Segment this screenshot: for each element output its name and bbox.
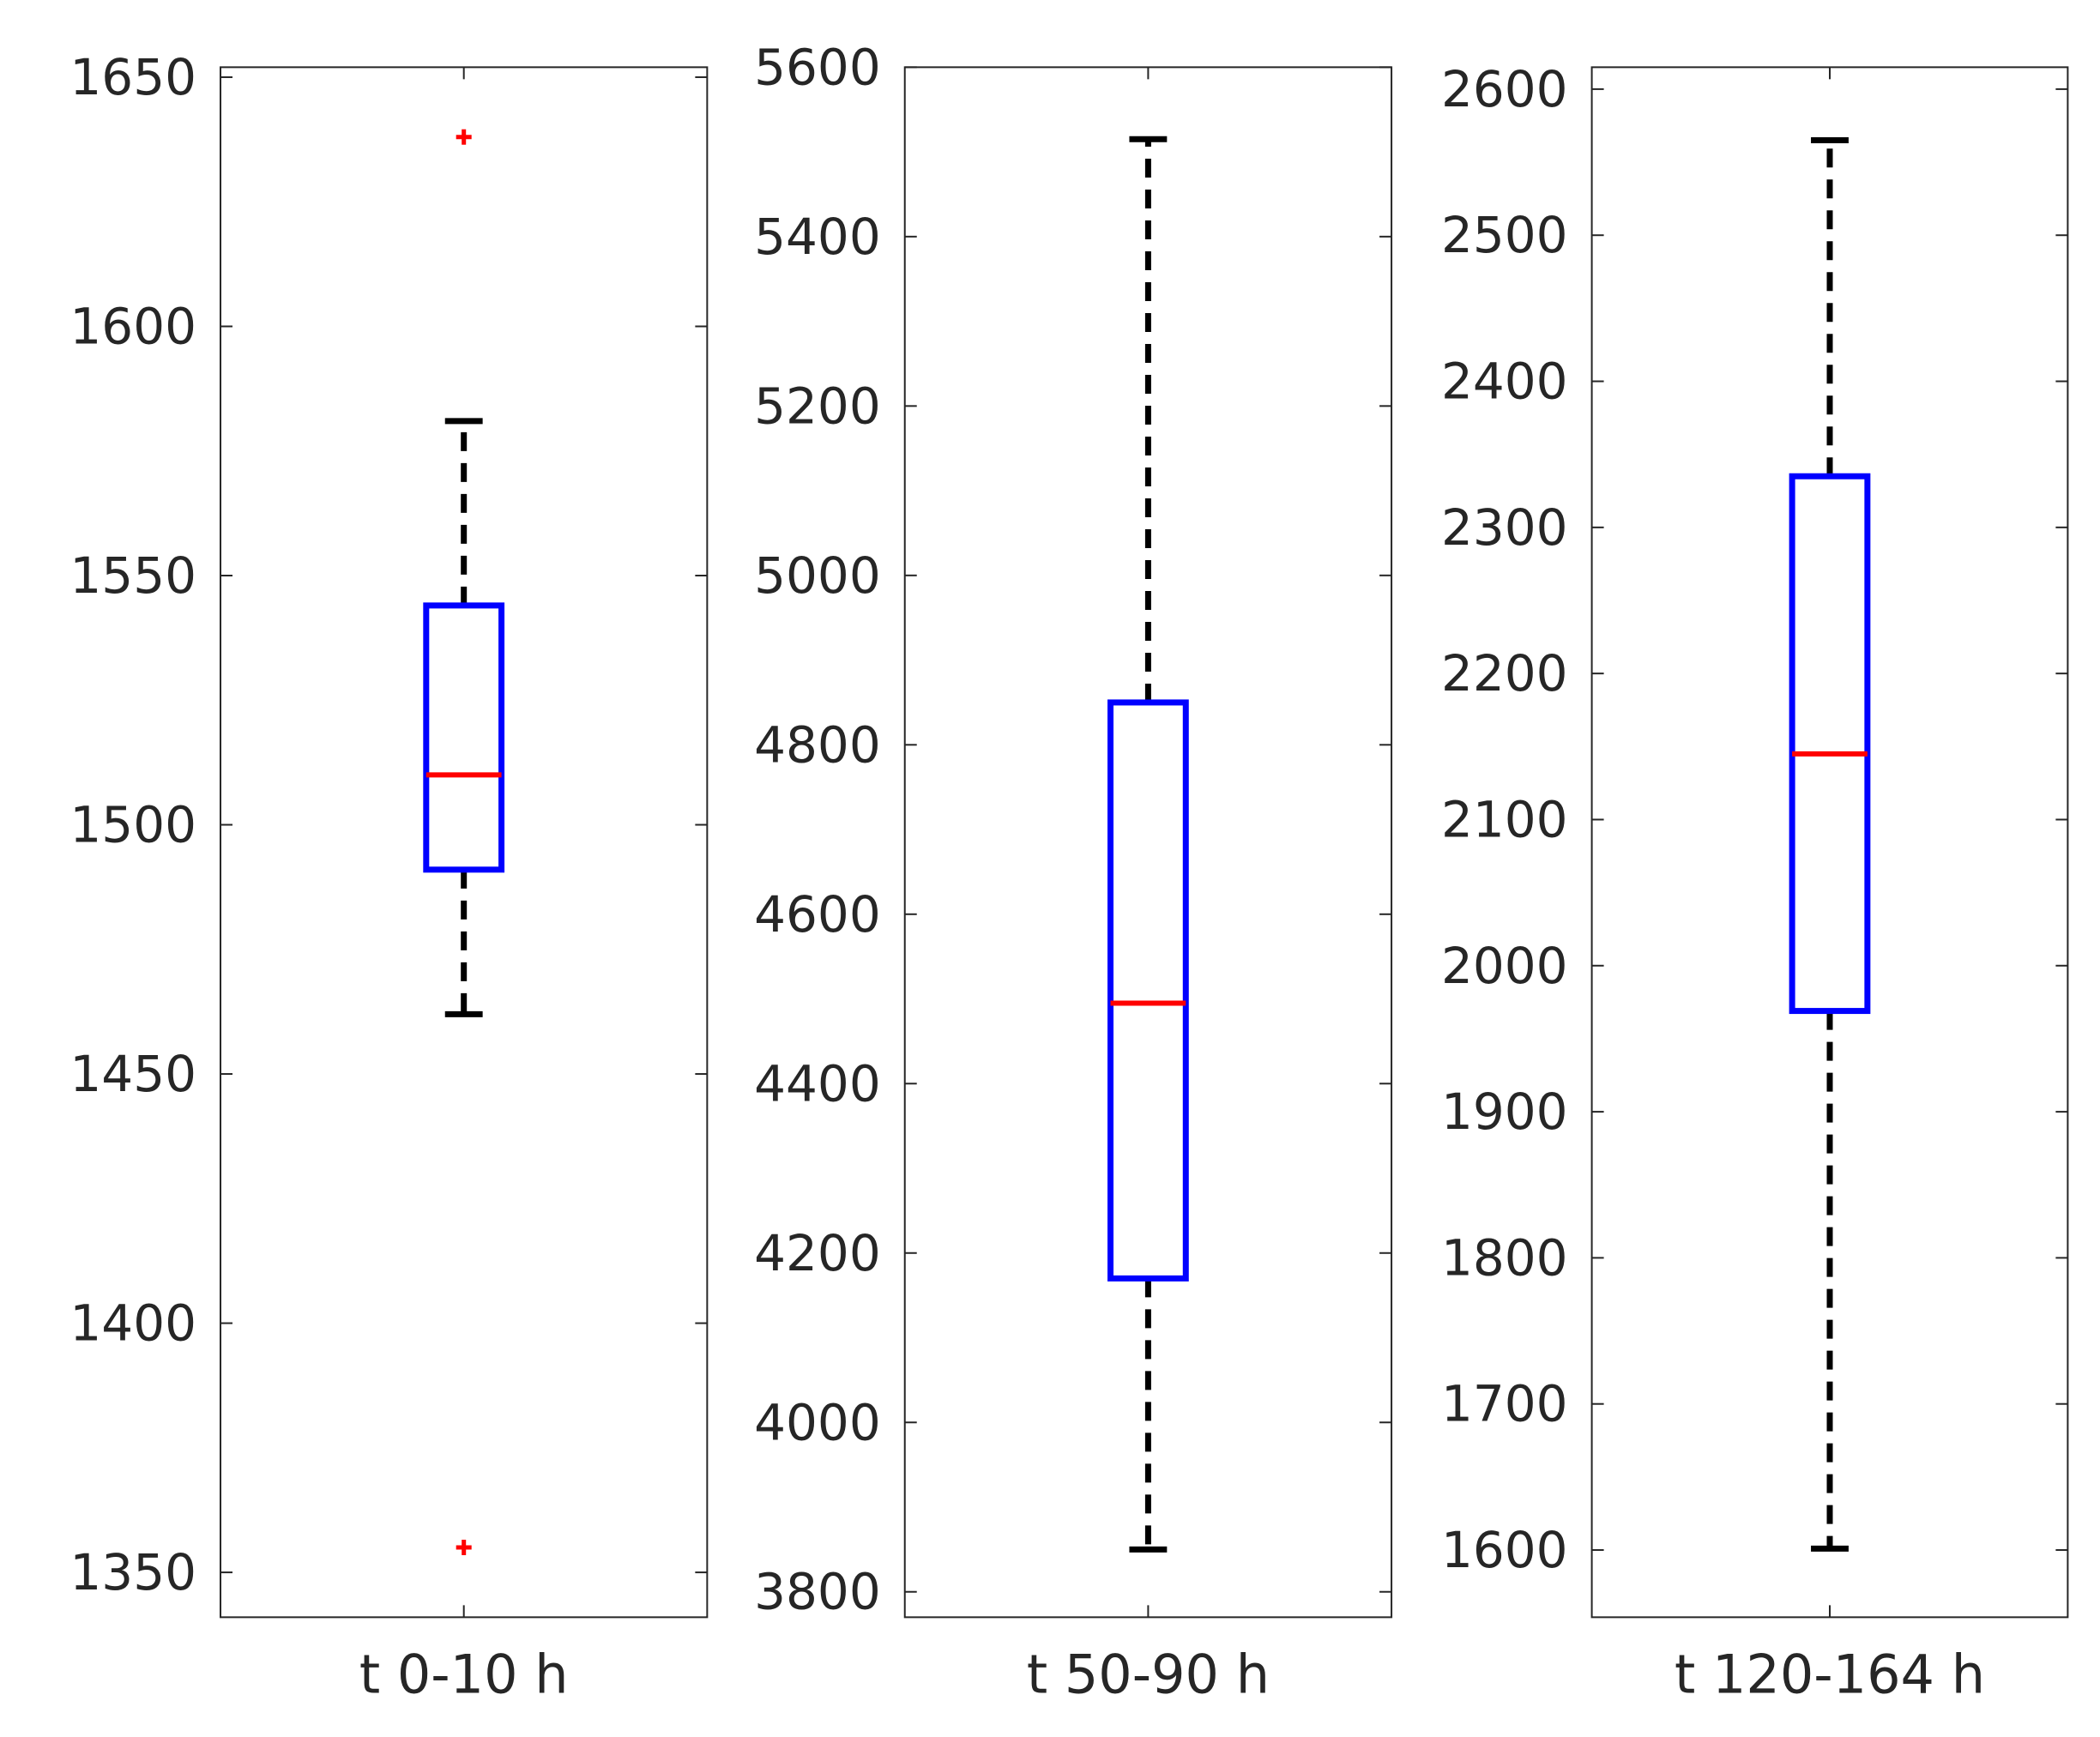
outlier-marker bbox=[456, 129, 472, 145]
x-category-label: t 50-90 h bbox=[1027, 1643, 1270, 1705]
y-tick-label: 1550 bbox=[69, 546, 196, 605]
y-tick-label: 4400 bbox=[754, 1054, 881, 1113]
y-tick-label: 2200 bbox=[1441, 644, 1568, 703]
x-category-label: t 120-164 h bbox=[1675, 1643, 1985, 1705]
y-tick-label: 2100 bbox=[1441, 790, 1568, 848]
y-tick-label: 2500 bbox=[1441, 206, 1568, 264]
y-tick-label: 5600 bbox=[754, 38, 881, 96]
y-tick-label: 4800 bbox=[754, 715, 881, 774]
y-tick-label: 1900 bbox=[1441, 1083, 1568, 1141]
y-tick-label: 3800 bbox=[754, 1563, 881, 1621]
box-iqr bbox=[1789, 473, 1871, 1015]
y-tick-label: 1450 bbox=[69, 1045, 196, 1103]
box-iqr bbox=[423, 602, 505, 873]
y-tick-label: 4200 bbox=[754, 1224, 881, 1282]
y-tick-label: 2400 bbox=[1441, 353, 1568, 411]
y-tick-label: 1400 bbox=[69, 1294, 196, 1353]
y-tick-label: 1500 bbox=[69, 796, 196, 854]
y-tick-label: 1650 bbox=[69, 48, 196, 106]
y-tick-label: 2300 bbox=[1441, 498, 1568, 557]
y-tick-label: 5000 bbox=[754, 546, 881, 605]
y-tick-label: 1600 bbox=[1441, 1521, 1568, 1579]
y-tick-label: 5400 bbox=[754, 208, 881, 266]
y-tick-label: 1800 bbox=[1441, 1228, 1568, 1287]
y-tick-label: 4000 bbox=[754, 1393, 881, 1451]
y-tick-label: 2000 bbox=[1441, 937, 1568, 995]
y-tick-label: 1700 bbox=[1441, 1375, 1568, 1433]
outlier-marker bbox=[456, 1540, 472, 1556]
y-tick-label: 5200 bbox=[754, 377, 881, 435]
y-tick-label: 4600 bbox=[754, 885, 881, 944]
y-tick-label: 1600 bbox=[69, 297, 196, 355]
y-tick-label: 2600 bbox=[1441, 60, 1568, 118]
y-tick-label: 1350 bbox=[69, 1543, 196, 1601]
box-iqr bbox=[1107, 699, 1189, 1282]
x-category-label: t 0-10 h bbox=[359, 1643, 569, 1705]
